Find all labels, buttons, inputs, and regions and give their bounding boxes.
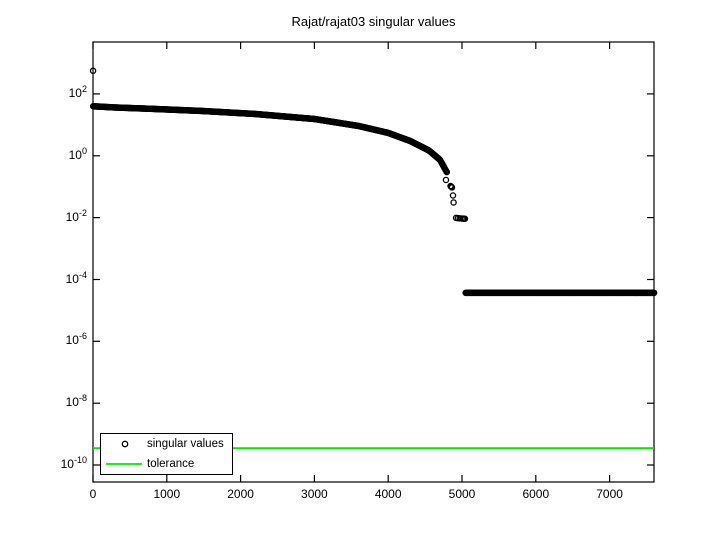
legend-open-circle-marker-icon [101,434,147,454]
x-tick-label: 5000 [448,487,476,501]
y-axis-ticks [93,93,654,466]
y-tick-label: 102 [68,83,87,100]
legend-tolerance-line-icon [101,454,147,474]
y-tick-label: 10-6 [65,331,87,348]
y-tick-label: 10-8 [65,393,87,410]
legend-label-tolerance: tolerance [147,458,195,470]
y-tick-label: 10-4 [65,269,87,286]
x-tick-label: 3000 [301,487,328,501]
x-tick-label: 0 [89,487,97,501]
plot-title: Rajat/rajat03 singular values [291,14,456,29]
plot-box [92,41,655,483]
x-axis-ticks [92,42,611,482]
x-tick-label: 1000 [153,487,181,501]
x-tick-label: 7000 [596,487,623,501]
y-tick-label: 10-10 [60,455,87,471]
legend-label-singular-values: singular values [147,438,224,450]
x-tick-label: 2000 [227,487,254,501]
legend-box: singular values tolerance [100,433,233,475]
y-tick-label: 10-2 [65,207,87,224]
legend-entry-singular-values: singular values [101,434,232,454]
legend-entry-tolerance: tolerance [101,454,232,474]
x-tick-label: 4000 [374,487,402,501]
x-tick-label: 6000 [522,487,550,501]
singular-values-markers [89,67,658,297]
y-tick-label: 100 [68,145,87,162]
